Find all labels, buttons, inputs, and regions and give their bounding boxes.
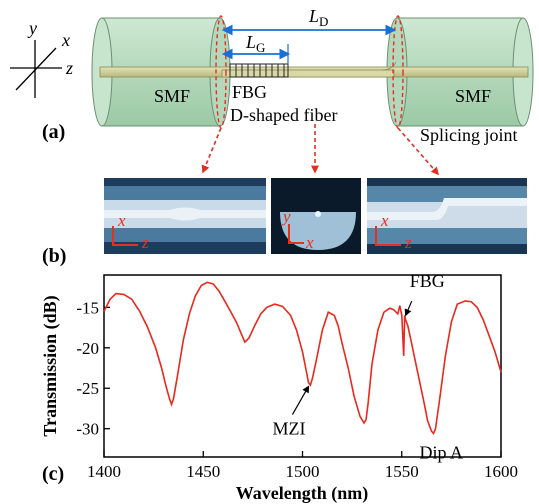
micrographs: x z y x x z (b) <box>42 178 527 267</box>
axis-y-label: y <box>27 18 37 38</box>
annotation-label: FBG <box>410 271 445 291</box>
left-axis-x-label: x <box>117 211 126 230</box>
d-shaped-section <box>221 69 395 78</box>
schematic: y x z <box>10 6 534 145</box>
y-axis-title: Transmission (dB) <box>40 295 61 436</box>
micrograph-left: x z <box>104 178 266 254</box>
x-tick-label: 1550 <box>385 462 419 481</box>
series-transmission <box>103 281 502 436</box>
right-smf-label: SMF <box>455 86 491 106</box>
x-tick-label: 1450 <box>186 462 220 481</box>
annotation-label: Dip A <box>420 443 464 463</box>
x-tick-label: 1600 <box>484 462 518 481</box>
fiber-core <box>99 61 529 78</box>
chart-annotations: FBG MZI Dip A <box>272 271 463 462</box>
y-tick-label: -25 <box>76 379 99 398</box>
x-tick-label: 1400 <box>87 462 121 481</box>
right-axis-x-label: x <box>380 211 389 230</box>
length-d-label: LD <box>308 6 328 29</box>
splicing-joint-label: Splicing joint <box>420 125 518 145</box>
x-tick-label: 1500 <box>286 462 320 481</box>
panel-a-label: (a) <box>42 121 65 143</box>
left-axis-z-label: z <box>141 233 149 252</box>
x-ticks: 1400 1450 1500 1550 1600 <box>87 451 518 481</box>
pointer-arrows <box>201 124 440 176</box>
center-axis-x-label: x <box>305 233 314 252</box>
y-tick-label: -30 <box>76 420 99 439</box>
y-tick-label: -15 <box>76 298 99 317</box>
y-ticks: -15 -20 -25 -30 <box>76 298 110 439</box>
transmission-chart: 1400 1450 1500 1550 1600 -15 -20 -25 -30 FBG MZI… <box>40 271 518 504</box>
micrograph-right: x z <box>367 178 527 254</box>
micrograph-center: y x <box>271 178 361 254</box>
d-shaped-fiber-label: D-shaped fiber <box>230 105 337 125</box>
length-g-label: LG <box>245 32 265 55</box>
panel-b-label: (b) <box>42 245 66 267</box>
x-axis-title: Wavelength (nm) <box>236 483 369 504</box>
axis-x-label: x <box>61 30 70 50</box>
fbg-grating <box>229 63 289 78</box>
fbg-label: FBG <box>232 82 267 102</box>
annotation-label: MZI <box>272 419 305 439</box>
center-axis-y-label: y <box>281 207 291 226</box>
left-smf-label: SMF <box>154 86 190 106</box>
annotation-arrow <box>404 300 413 317</box>
right-splice-marker <box>392 15 404 129</box>
panel-c-label: (c) <box>42 463 64 485</box>
axis-z-label: z <box>65 58 73 78</box>
y-tick-label: -20 <box>76 339 99 358</box>
annotation-arrow <box>291 385 310 415</box>
coordinate-axes <box>10 40 62 98</box>
right-axis-z-label: z <box>404 233 412 252</box>
